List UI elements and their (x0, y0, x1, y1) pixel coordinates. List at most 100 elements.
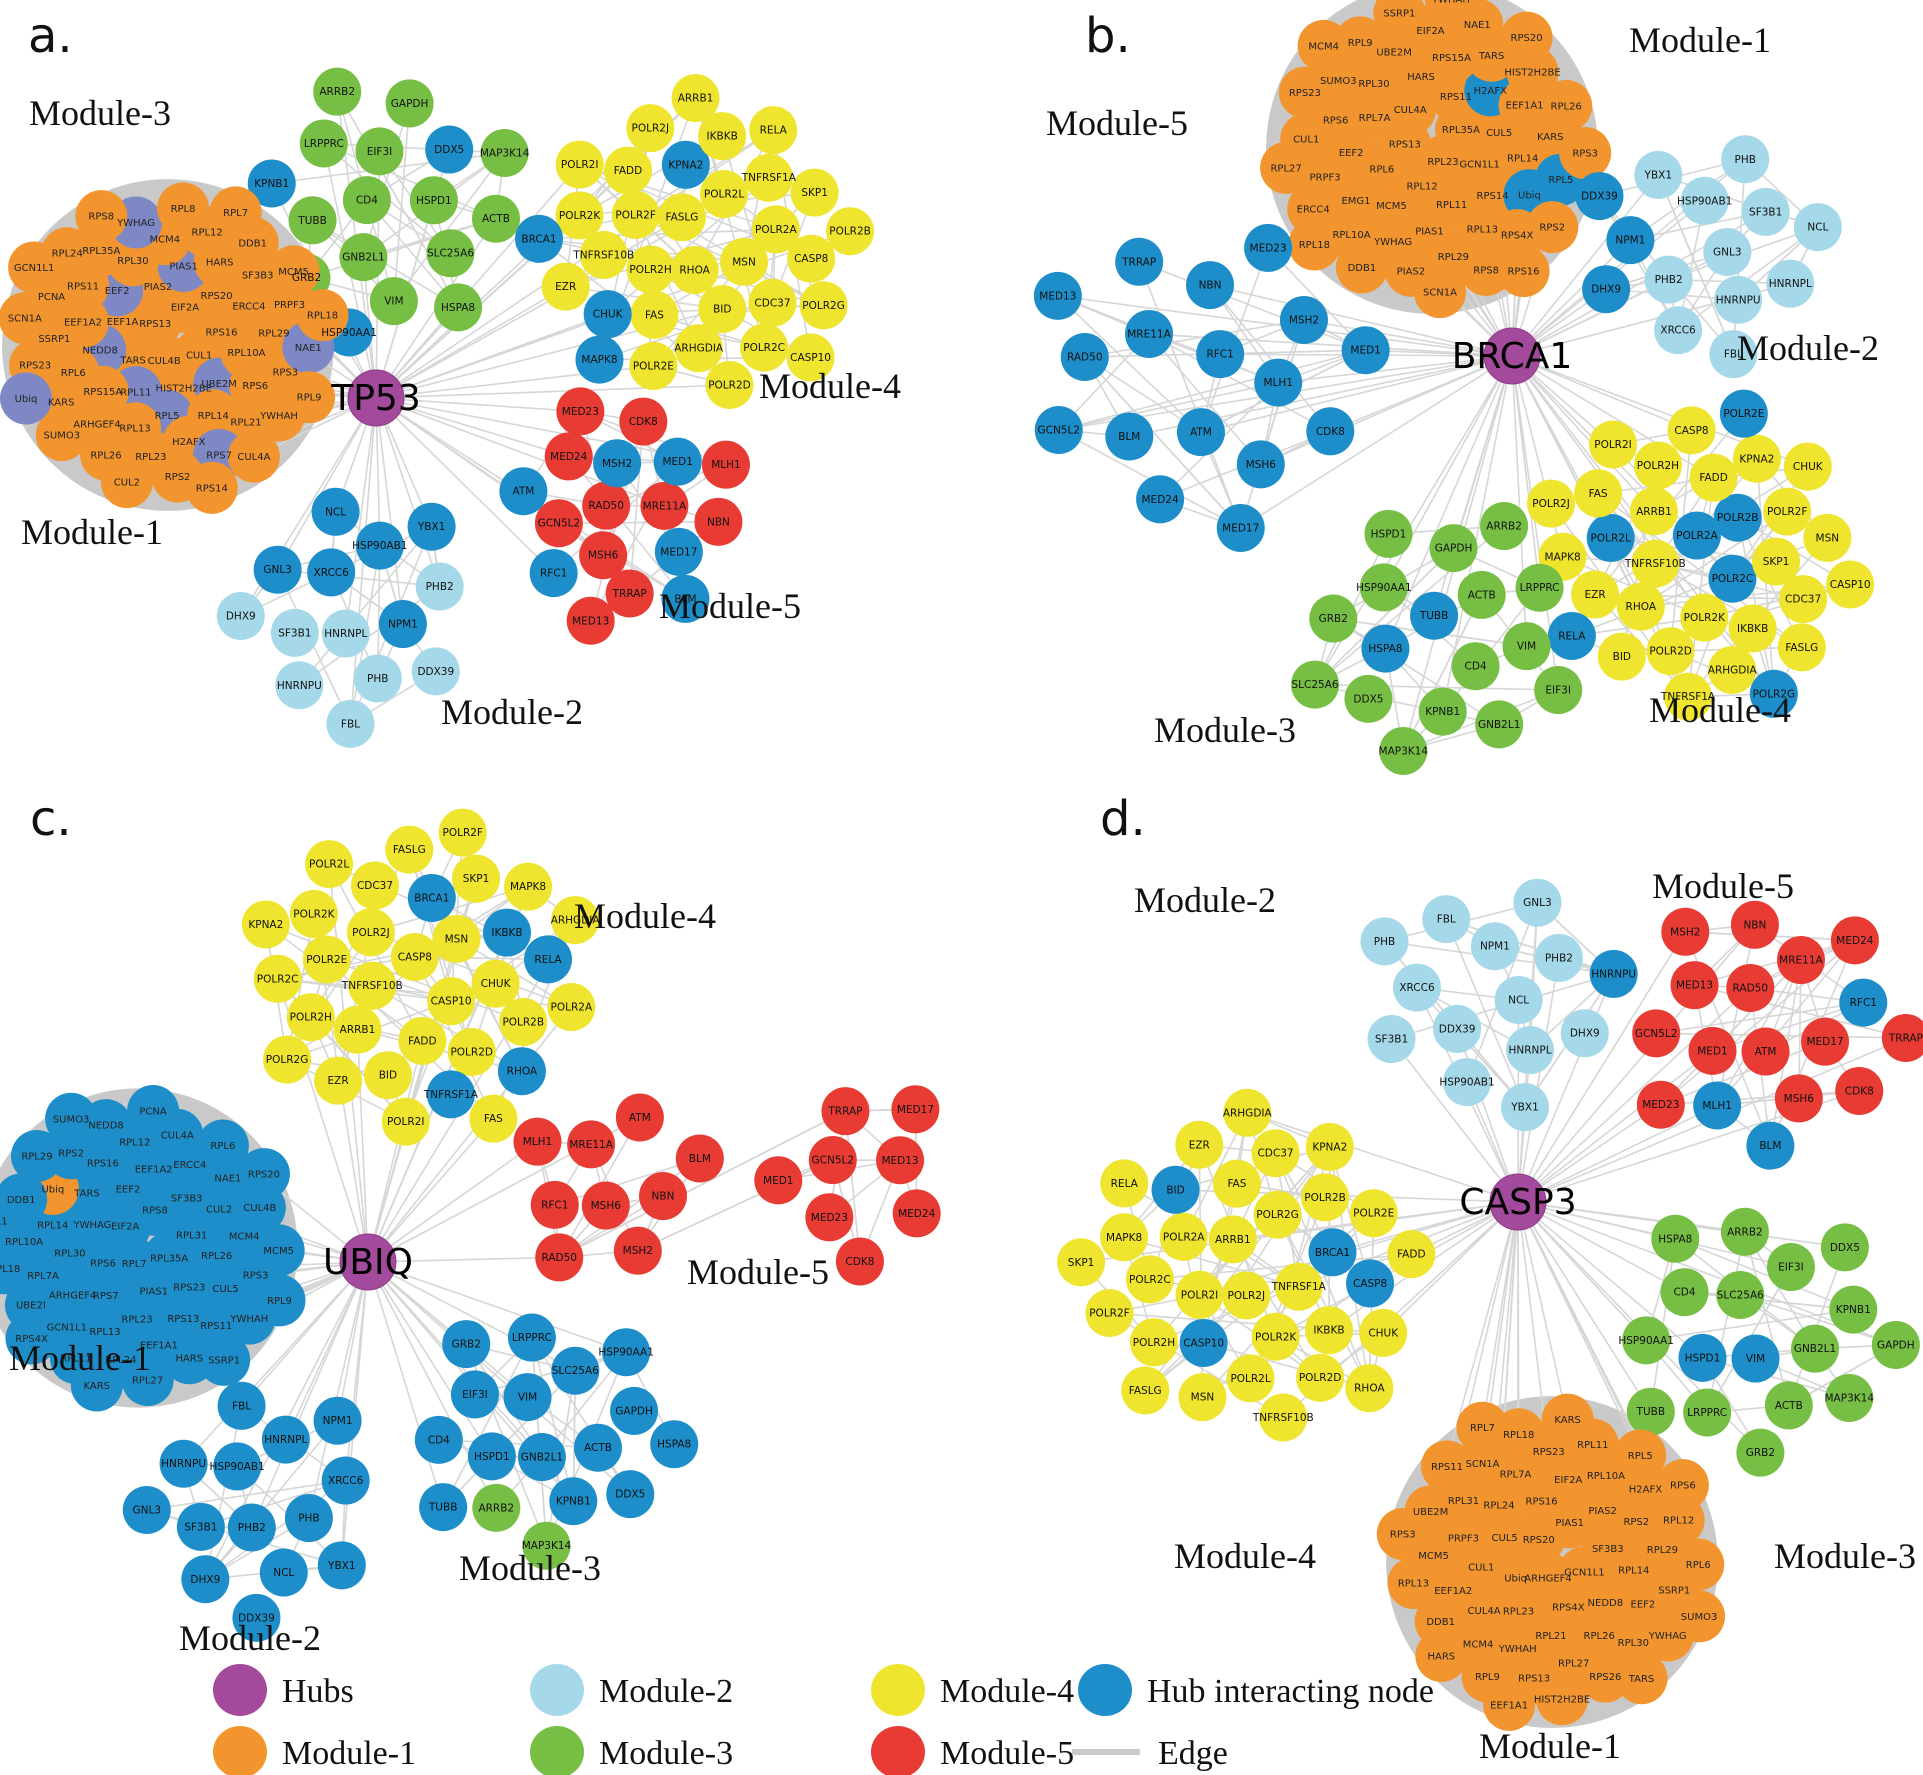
node-TNFRSF10B[interactable] (1631, 539, 1680, 588)
node-CD4[interactable] (342, 176, 391, 225)
node-SF3B1[interactable] (1367, 1015, 1416, 1064)
node-DDX39[interactable] (411, 647, 460, 696)
node-MED23[interactable] (556, 387, 605, 436)
node-POLR2I[interactable] (381, 1097, 430, 1146)
node-POLR2B[interactable] (1713, 493, 1762, 542)
node-GAPDH[interactable] (1429, 524, 1478, 573)
node-RPL7[interactable] (209, 186, 262, 239)
node-FASLG[interactable] (385, 825, 434, 874)
node-MSH2[interactable] (1279, 295, 1328, 344)
node-RPL9[interactable] (283, 371, 336, 424)
node-HSP90AB1[interactable] (1680, 176, 1729, 225)
node-XRCC6[interactable] (1654, 306, 1703, 355)
node-DDX5[interactable] (425, 125, 474, 174)
node-EZR[interactable] (1175, 1120, 1224, 1169)
node-CASP8[interactable] (390, 933, 439, 982)
node-HNRNPU[interactable] (275, 661, 324, 710)
node-RFC1[interactable] (1196, 330, 1245, 379)
node-EIF3I[interactable] (1766, 1243, 1815, 1292)
node-KARS[interactable] (1541, 1393, 1594, 1446)
node-TNFRSF1A[interactable] (1274, 1262, 1323, 1311)
node-MED24[interactable] (892, 1189, 941, 1238)
node-SKP1[interactable] (1752, 537, 1801, 586)
node-CD4[interactable] (1660, 1268, 1709, 1317)
node-ACTB[interactable] (1764, 1381, 1813, 1430)
node-CDC37[interactable] (1779, 575, 1828, 624)
node-PHB2[interactable] (415, 562, 464, 611)
node-HNRNPU[interactable] (1714, 275, 1763, 324)
node-LRPPRC[interactable] (1515, 563, 1564, 612)
node-SKP1[interactable] (452, 854, 501, 903)
node-HNRNPL[interactable] (1766, 259, 1815, 308)
node-HSPA8[interactable] (1361, 624, 1410, 673)
node-POLR2I[interactable] (1175, 1270, 1224, 1319)
node-MRE11A[interactable] (1776, 936, 1825, 985)
node-BLM[interactable] (675, 1134, 724, 1183)
node-MSN[interactable] (1803, 513, 1852, 562)
node-RFC1[interactable] (530, 1180, 579, 1229)
node-RPS8[interactable] (1460, 243, 1513, 296)
node-GAPDH[interactable] (385, 79, 434, 128)
node-KPNA2[interactable] (1305, 1122, 1354, 1171)
node-MAP3K14[interactable] (1825, 1373, 1874, 1422)
node-CHUK[interactable] (471, 959, 520, 1008)
node-GNL3[interactable] (122, 1485, 171, 1534)
node-KPNA2[interactable] (1732, 434, 1781, 483)
node-ARRB2[interactable] (313, 67, 362, 116)
node-BID[interactable] (698, 284, 747, 333)
node-PHB2[interactable] (227, 1503, 276, 1552)
node-MLH1[interactable] (1254, 358, 1303, 407)
node-HSPA8[interactable] (434, 283, 483, 332)
node-KPNB1[interactable] (549, 1477, 598, 1526)
node-PHB2[interactable] (1644, 255, 1693, 304)
node-RPS20[interactable] (1500, 11, 1553, 64)
node-TRRAP[interactable] (605, 569, 654, 618)
node-NBN[interactable] (1186, 261, 1235, 310)
node-ARRB2[interactable] (1720, 1207, 1769, 1256)
node-DDB1[interactable] (1335, 241, 1388, 294)
node-MED23[interactable] (1636, 1080, 1685, 1129)
node-NPM1[interactable] (313, 1396, 362, 1445)
node-ACTB[interactable] (1457, 570, 1506, 619)
node-MED17[interactable] (891, 1085, 940, 1134)
node-MAPK8[interactable] (1100, 1213, 1149, 1262)
node-POLR2K[interactable] (289, 889, 338, 938)
node-POLR2E[interactable] (302, 935, 351, 984)
node-CDC37[interactable] (1251, 1129, 1300, 1178)
node-YBX1[interactable] (317, 1541, 366, 1590)
node-ARRB2[interactable] (1480, 502, 1529, 551)
node-TRRAP[interactable] (1881, 1013, 1923, 1062)
node-CASP10[interactable] (427, 977, 476, 1026)
node-BRCA1[interactable] (1308, 1228, 1357, 1277)
node-POLR2L[interactable] (1226, 1354, 1275, 1403)
node-YWHAH[interactable] (1425, 0, 1477, 26)
node-MED24[interactable] (544, 432, 593, 481)
node-KPNB1[interactable] (1418, 687, 1467, 736)
node-EZR[interactable] (1571, 570, 1620, 619)
node-RPS14[interactable] (185, 461, 238, 514)
node-CASP8[interactable] (1667, 406, 1716, 455)
node-MSN[interactable] (720, 237, 769, 286)
node-ARHGDIA[interactable] (1223, 1088, 1272, 1137)
node-POLR2C[interactable] (740, 323, 789, 372)
node-RPL8[interactable] (157, 182, 210, 235)
node-POLR2L[interactable] (305, 840, 354, 889)
node-POLR2H[interactable] (1129, 1318, 1178, 1367)
node-HSPD1[interactable] (409, 176, 458, 225)
node-SCN1A[interactable] (0, 292, 51, 345)
node-HSP90AB1[interactable] (213, 1442, 262, 1491)
node-LRPPRC[interactable] (299, 119, 348, 168)
node-POLR2B[interactable] (499, 997, 548, 1046)
node-MSH6[interactable] (1774, 1074, 1823, 1123)
node-FBL[interactable] (1709, 330, 1758, 379)
node-GCN5L2[interactable] (1632, 1009, 1681, 1058)
node-SKP1[interactable] (1057, 1238, 1106, 1287)
node-CASP10[interactable] (786, 333, 835, 382)
node-FBL[interactable] (326, 699, 375, 748)
node-MSH2[interactable] (593, 439, 642, 488)
node-RPS20[interactable] (237, 1148, 290, 1201)
node-MCM5[interactable] (252, 1224, 305, 1277)
node-MED17[interactable] (1216, 503, 1265, 552)
hub-node-BRCA1[interactable] (1483, 327, 1541, 385)
node-MLH1[interactable] (701, 440, 750, 489)
